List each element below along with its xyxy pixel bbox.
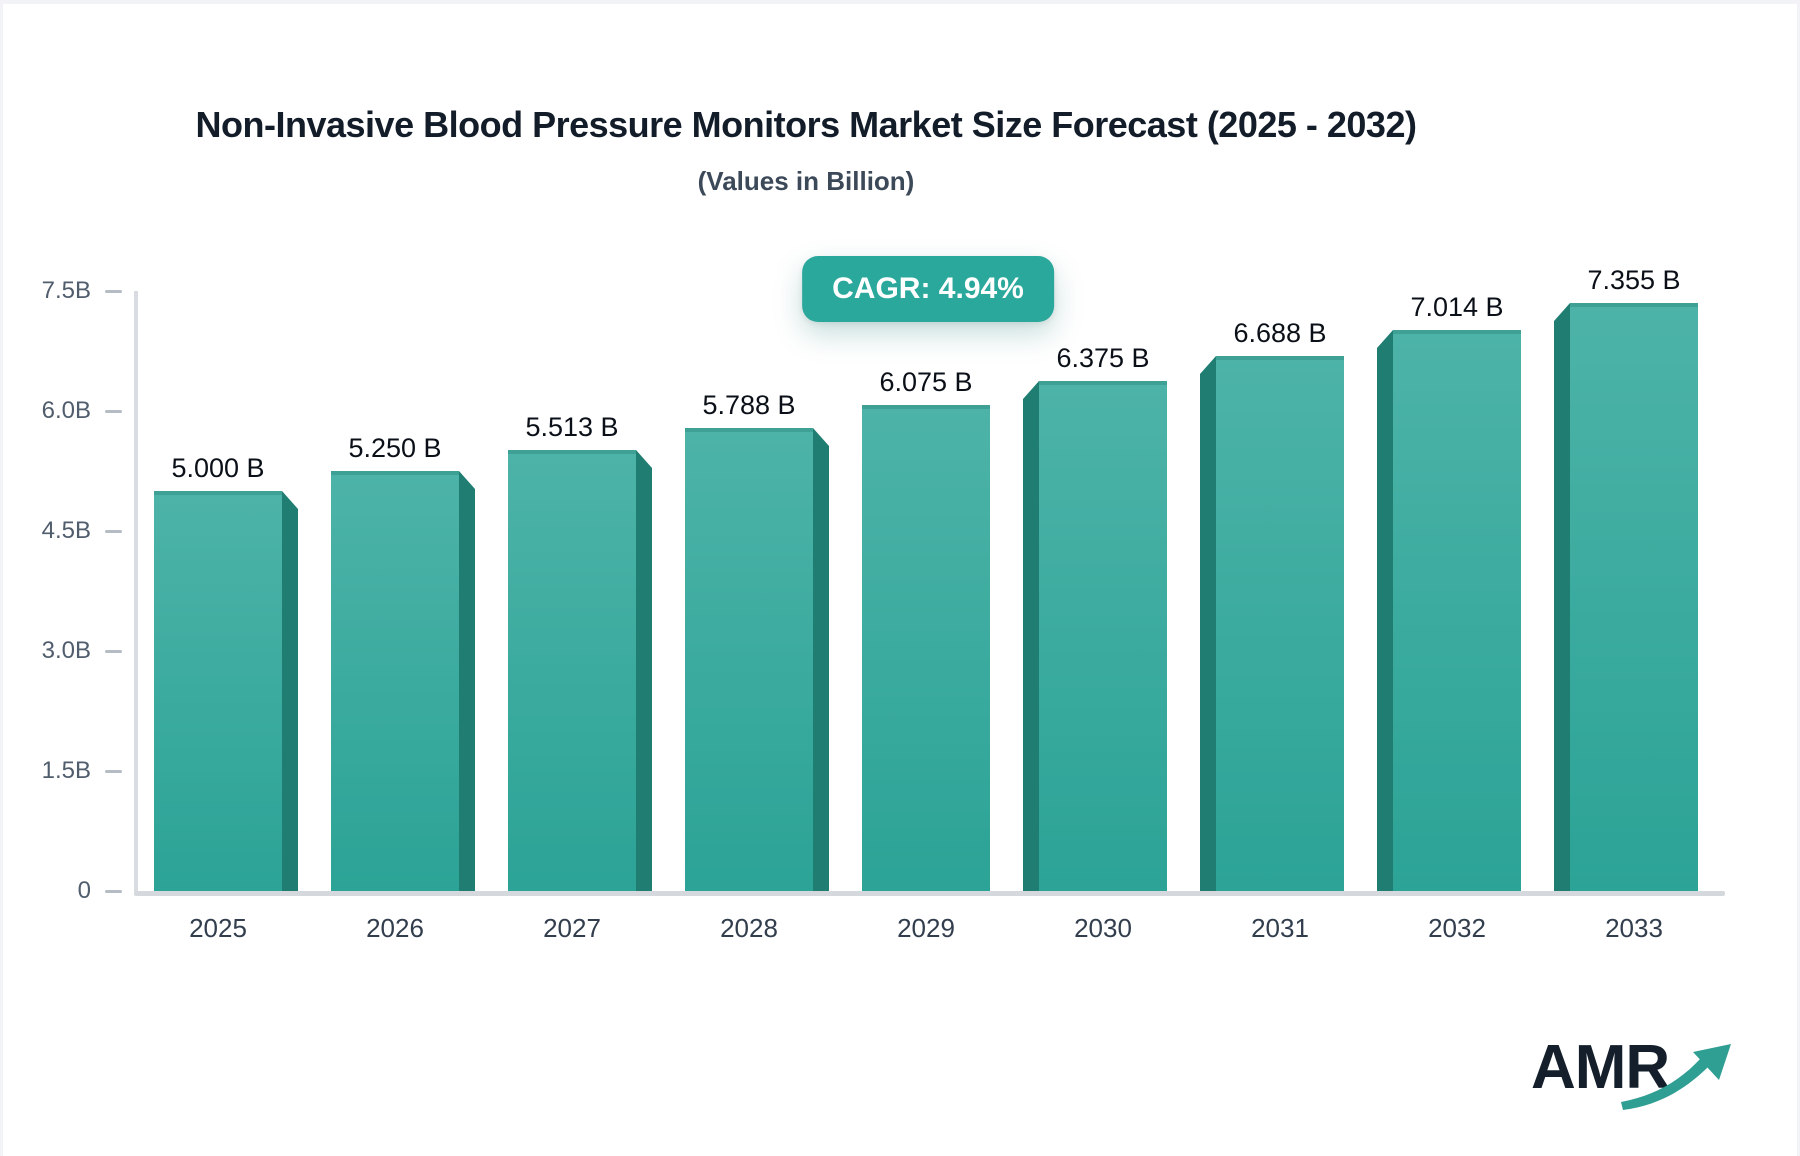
bar-2030 bbox=[1023, 381, 1167, 891]
growth-arrow-head bbox=[1693, 1044, 1731, 1080]
cagr-badge: CAGR: 4.94% bbox=[802, 256, 1054, 322]
amr-logo-text: AMR bbox=[1531, 1033, 1670, 1102]
y-tick-dash bbox=[105, 290, 122, 293]
bar-face bbox=[1570, 303, 1698, 891]
chart-card: Non-Invasive Blood Pressure Monitors Mar… bbox=[3, 4, 1797, 1156]
page-subtitle: (Values in Billion) bbox=[697, 166, 915, 196]
plot-area: 0 1.5B 3.0B 4.5B 6.0B 7.5B 5.000 B 2025 5.250 B 2… bbox=[42, 265, 1725, 943]
bar-face bbox=[1216, 356, 1344, 891]
bar-value-label: 5.513 B bbox=[525, 412, 619, 442]
bar-value-label: 5.000 B bbox=[171, 453, 265, 483]
y-tick-label: 0 bbox=[77, 877, 91, 904]
x-axis-label: 2031 bbox=[1251, 913, 1309, 943]
bar-value-label: 7.355 B bbox=[1587, 265, 1681, 295]
y-tick-label: 3.0B bbox=[41, 637, 91, 664]
bar-3d-side bbox=[1554, 303, 1570, 891]
bar-face bbox=[862, 405, 990, 891]
bar-face bbox=[331, 471, 459, 891]
x-axis-label: 2030 bbox=[1074, 913, 1132, 943]
y-tick-label: 6.0B bbox=[41, 397, 91, 424]
bar-2025 bbox=[154, 491, 298, 891]
x-axis-baseline bbox=[134, 891, 1725, 896]
x-axis-label: 2032 bbox=[1428, 913, 1486, 943]
y-tick-dash bbox=[105, 650, 122, 653]
bar-2031 bbox=[1200, 356, 1344, 891]
bar-value-label: 5.788 B bbox=[702, 390, 796, 420]
bar-value-label: 7.014 B bbox=[1410, 292, 1504, 322]
growth-arrow-icon bbox=[1621, 1044, 1731, 1110]
y-tick-dash bbox=[105, 770, 122, 773]
bar-face bbox=[154, 491, 282, 891]
bar-3d-side bbox=[1023, 381, 1039, 891]
x-axis-label: 2025 bbox=[189, 913, 247, 943]
y-tick-label: 7.5B bbox=[41, 277, 91, 304]
x-axis-label: 2027 bbox=[543, 913, 601, 943]
bar-value-label: 5.250 B bbox=[348, 433, 442, 463]
amr-logo: AMR bbox=[1531, 1032, 1731, 1122]
bar-face bbox=[1393, 330, 1521, 891]
bar-2028 bbox=[685, 428, 829, 891]
y-tick-label: 4.5B bbox=[41, 517, 91, 544]
bar-value-label: 6.375 B bbox=[1056, 343, 1150, 373]
bar-2027 bbox=[508, 450, 652, 891]
bar-face bbox=[685, 428, 813, 891]
y-tick-dash bbox=[105, 530, 122, 533]
bar-face bbox=[508, 450, 636, 891]
x-axis-label: 2028 bbox=[720, 913, 778, 943]
bar-face bbox=[1039, 381, 1167, 891]
x-axis-label: 2026 bbox=[366, 913, 424, 943]
bar-3d-side bbox=[459, 471, 475, 891]
growth-arrow-swoosh bbox=[1621, 1058, 1709, 1110]
page-title: Non-Invasive Blood Pressure Monitors Mar… bbox=[195, 104, 1417, 145]
y-axis-line bbox=[134, 291, 138, 892]
y-tick-dash bbox=[105, 890, 122, 893]
bar-3d-side bbox=[282, 491, 298, 891]
bar-3d-side bbox=[813, 428, 829, 891]
bar-2032 bbox=[1377, 330, 1521, 891]
bar-3d-side bbox=[636, 450, 652, 891]
y-tick-label: 1.5B bbox=[41, 757, 91, 784]
bar-3d-side bbox=[1200, 356, 1216, 891]
bar-2026 bbox=[331, 471, 475, 891]
bar-3d-side bbox=[1377, 330, 1393, 891]
bar-2029 bbox=[862, 405, 990, 891]
y-tick-dash bbox=[105, 410, 122, 413]
bar-value-label: 6.688 B bbox=[1233, 318, 1327, 348]
bar-value-label: 6.075 B bbox=[879, 367, 973, 397]
x-axis-label: 2029 bbox=[897, 913, 955, 943]
bar-2033 bbox=[1554, 303, 1698, 891]
x-axis-label: 2033 bbox=[1605, 913, 1663, 943]
